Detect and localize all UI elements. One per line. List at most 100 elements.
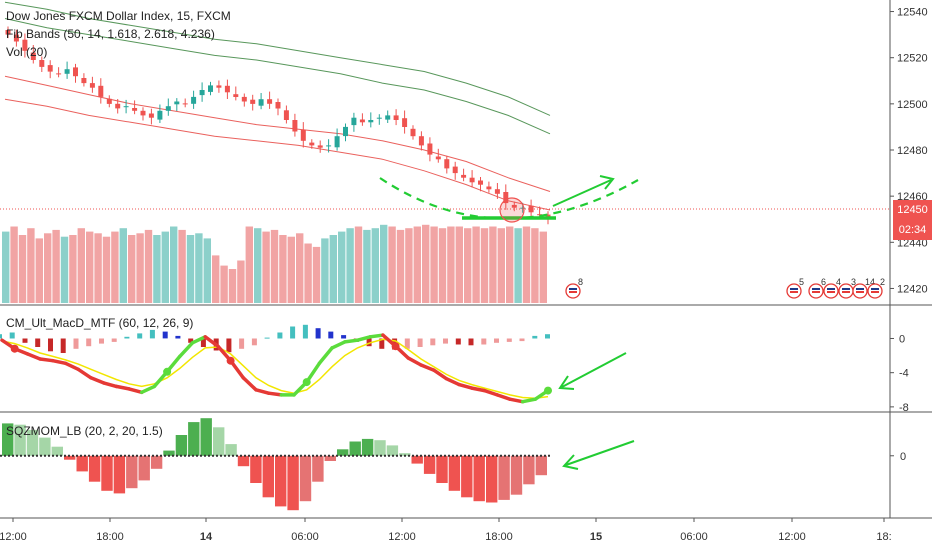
volume-bar bbox=[489, 226, 497, 303]
macd-line-segment bbox=[457, 382, 474, 390]
sqz-momentum-bar bbox=[337, 449, 349, 456]
macd-histogram-bar bbox=[99, 338, 104, 344]
event-badge[interactable]: 14 bbox=[852, 277, 875, 299]
candle-body bbox=[165, 106, 171, 111]
candle-body bbox=[452, 166, 458, 174]
event-badge[interactable]: 4 bbox=[823, 277, 841, 299]
sqz-momentum-bar bbox=[76, 455, 88, 472]
volume-bar bbox=[296, 233, 304, 303]
sqz-momentum-bar bbox=[486, 455, 498, 503]
candle-body bbox=[410, 128, 416, 137]
time-tick-label: 12:00 bbox=[388, 531, 416, 543]
sqz-momentum-bar bbox=[250, 455, 262, 483]
sqz-momentum-bar bbox=[126, 455, 138, 489]
volume-bar bbox=[119, 228, 127, 303]
event-badge[interactable]: 3 bbox=[838, 277, 856, 299]
event-badge[interactable]: 8 bbox=[565, 277, 583, 299]
candle-body bbox=[250, 99, 256, 104]
macd-legend[interactable]: CM_Ult_MacD_MTF (60, 12, 26, 9) bbox=[6, 316, 194, 330]
time-tick-label: 18: bbox=[876, 531, 891, 543]
macd-histogram-bar bbox=[468, 338, 474, 346]
macd-histogram-bar bbox=[137, 333, 143, 339]
candle-body bbox=[334, 136, 340, 148]
sqz-tick-label: 0 bbox=[900, 451, 906, 463]
volume-bar bbox=[279, 235, 287, 303]
candle-body bbox=[267, 99, 273, 104]
macd-line-segment bbox=[470, 386, 487, 393]
event-badge-count: 6 bbox=[821, 277, 826, 287]
sqz-momentum-bar bbox=[225, 444, 237, 456]
candle-body bbox=[140, 110, 146, 116]
event-badge[interactable]: 2 bbox=[867, 277, 885, 299]
volume-bar bbox=[346, 228, 354, 303]
macd-line-segment bbox=[127, 387, 144, 395]
macd-histogram-bar bbox=[149, 329, 155, 339]
volume-bar bbox=[506, 226, 514, 303]
macd-line-segment bbox=[508, 397, 525, 404]
candle-body bbox=[22, 39, 28, 51]
macd-line-segment bbox=[520, 397, 538, 404]
macd-line-segment bbox=[431, 368, 449, 381]
flag-stripe bbox=[827, 291, 835, 293]
macd-line-segment bbox=[266, 391, 284, 397]
macd-line-segment bbox=[89, 376, 106, 385]
macd-histogram-bar bbox=[111, 338, 117, 342]
macd-histogram-bar bbox=[124, 336, 130, 339]
macd-line-segment bbox=[495, 393, 512, 401]
event-badge-count: 5 bbox=[799, 277, 804, 287]
macd-cross-dot bbox=[302, 378, 311, 387]
time-tick-label: 06:00 bbox=[291, 531, 319, 543]
volume-bar bbox=[10, 226, 18, 303]
symbol-legend[interactable]: Dow Jones FXCM Dollar Index, 15, FXCM bbox=[6, 9, 231, 23]
macd-histogram-bar bbox=[519, 338, 525, 342]
candle-body bbox=[199, 90, 205, 96]
sqzmom-legend[interactable]: SQZMOM_LB (20, 2, 20, 1.5) bbox=[6, 424, 163, 438]
candle-body bbox=[351, 117, 357, 126]
volume-bar bbox=[254, 228, 262, 303]
sqz-momentum-bar bbox=[436, 455, 448, 483]
sqz-momentum-bar bbox=[14, 424, 26, 456]
macd-histogram-bar bbox=[251, 338, 257, 346]
event-badge[interactable]: 6 bbox=[808, 277, 826, 299]
time-tick-label: 15 bbox=[590, 531, 602, 543]
candle-body bbox=[444, 159, 450, 169]
macd-histogram-bar bbox=[315, 328, 321, 339]
candle-body bbox=[157, 110, 163, 120]
flag-stripe bbox=[871, 288, 879, 290]
macd-histogram-bar bbox=[443, 338, 448, 344]
candle-body bbox=[5, 30, 11, 35]
candle-body bbox=[537, 214, 543, 216]
macd-tick-label: -8 bbox=[899, 402, 909, 414]
volume-bar bbox=[338, 231, 346, 303]
macd-line-segment bbox=[38, 357, 55, 363]
flag-stripe bbox=[871, 291, 879, 293]
sqz-momentum-bar bbox=[188, 422, 200, 456]
volume-bar bbox=[69, 235, 77, 303]
volume-bar bbox=[27, 228, 35, 303]
fib-bands-legend[interactable]: Fib Bands (50, 14, 1.618, 2.618, 4.236) bbox=[6, 27, 215, 41]
event-badge[interactable]: 5 bbox=[786, 277, 804, 299]
candle-body bbox=[241, 96, 247, 102]
sqz-momentum-bar bbox=[448, 455, 461, 491]
macd-histogram-bar bbox=[22, 338, 28, 343]
sqz-momentum-bar bbox=[39, 437, 51, 456]
volume-legend[interactable]: Vol (20) bbox=[6, 45, 48, 59]
sqz-momentum-bar bbox=[299, 455, 312, 502]
event-badge-count: 4 bbox=[836, 277, 841, 287]
macd-cross-dot bbox=[163, 367, 172, 376]
candle-body bbox=[182, 103, 188, 105]
macd-line-segment bbox=[63, 361, 80, 372]
macd-line-segment bbox=[343, 338, 360, 344]
candle-body bbox=[427, 143, 433, 155]
time-tick-label: 06:00 bbox=[680, 531, 708, 543]
macd-signal-line bbox=[1, 338, 549, 400]
sqz-momentum-bar bbox=[399, 453, 411, 456]
trend-arrow-shaft bbox=[552, 179, 612, 207]
sqz-momentum-bar bbox=[200, 418, 212, 456]
macd-histogram-bar bbox=[404, 338, 410, 349]
volume-bar bbox=[396, 229, 405, 303]
candle-body bbox=[402, 118, 408, 127]
macd-line-segment bbox=[178, 341, 195, 359]
